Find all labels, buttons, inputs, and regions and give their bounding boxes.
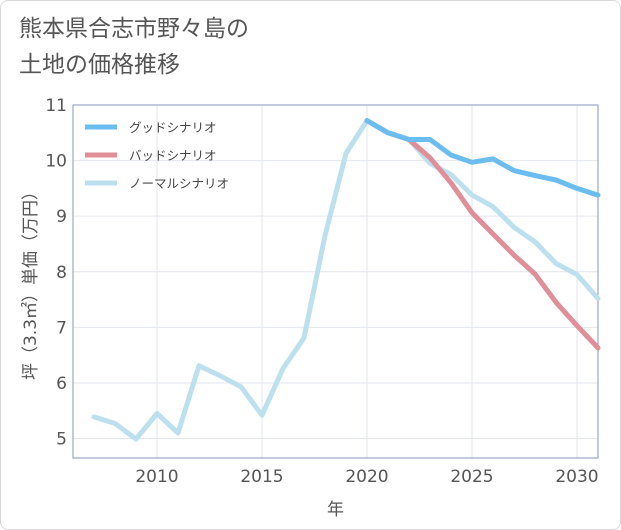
x-tick-label: 2020 (345, 467, 388, 487)
y-tick-labels: 5 6 7 8 9 10 11 (45, 96, 67, 450)
series-line-0 (364, 118, 601, 198)
plot-frame (72, 104, 599, 459)
y-tick-label: 7 (56, 318, 67, 338)
y-tick-label: 6 (56, 374, 67, 394)
legend-label-1: バッドシナリオ (129, 148, 217, 163)
x-tick-label: 2025 (450, 467, 493, 487)
chart-title-line-1: 熊本県合志市野々島の (19, 16, 249, 42)
series-line-1 (364, 118, 601, 351)
x-tick-label: 2010 (135, 467, 178, 487)
legend-label-2: ノーマルシナリオ (129, 176, 229, 191)
chart-title: 熊本県合志市野々島の 土地の価格推移 (19, 11, 379, 83)
x-axis-label: 年 (327, 500, 344, 520)
legend-label-0: グッドシナリオ (129, 120, 217, 135)
chart-title-line-2: 土地の価格推移 (19, 52, 180, 78)
y-tick-label: 8 (56, 263, 67, 283)
x-tick-label: 2030 (555, 467, 598, 487)
x-tick-label: 2015 (240, 467, 283, 487)
y-tick-label: 5 (56, 430, 67, 450)
y-tick-label: 11 (45, 96, 67, 116)
series-layer (91, 118, 601, 442)
y-axis-label: 坪（3.3㎡）単価（万円） (21, 183, 41, 380)
y-tick-label: 10 (45, 152, 67, 172)
y-tick-label: 9 (56, 207, 67, 227)
x-tick-labels: 2010 2015 2020 2025 2030 (135, 467, 598, 487)
series-line-2 (91, 118, 601, 442)
